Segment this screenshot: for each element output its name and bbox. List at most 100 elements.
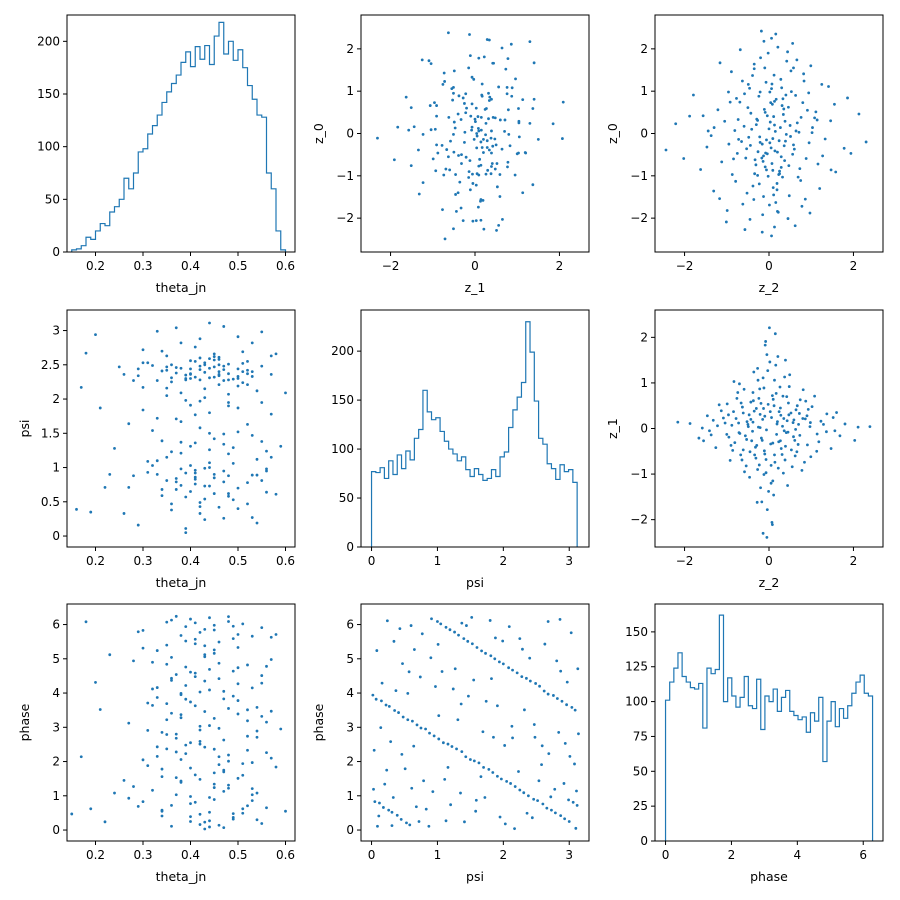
scatter-point xyxy=(436,151,440,155)
scatter-point xyxy=(440,670,444,673)
scatter-point xyxy=(697,436,701,440)
scatter-point xyxy=(473,117,477,121)
scatter-point xyxy=(741,405,744,409)
scatter-point xyxy=(108,653,112,657)
scatter-point xyxy=(531,183,535,187)
scatter-point xyxy=(165,662,169,666)
scatter-point xyxy=(541,802,545,806)
scatter-point xyxy=(174,793,178,797)
scatter-point xyxy=(155,472,159,476)
scatter-point xyxy=(784,358,787,362)
scatter-point xyxy=(174,750,178,754)
x-tick-label: 2 xyxy=(500,554,508,568)
scatter-point xyxy=(794,408,798,412)
scatter-point xyxy=(506,165,509,169)
scatter-point xyxy=(222,432,226,436)
scatter-point xyxy=(801,417,805,420)
scatter-point xyxy=(198,724,202,728)
scatter-point xyxy=(236,682,240,686)
scatter-point xyxy=(561,137,564,140)
scatter-point xyxy=(198,399,202,403)
scatter-point xyxy=(575,789,578,793)
y-tick-label: 2 xyxy=(52,392,60,406)
scatter-point xyxy=(113,791,116,795)
x-tick-label: 1 xyxy=(434,848,442,862)
scatter-point xyxy=(760,436,763,440)
scatter-point xyxy=(762,154,765,158)
scatter-point xyxy=(170,678,173,682)
scatter-point xyxy=(756,150,760,154)
scatter-point xyxy=(815,432,819,436)
y-tick-label: 100 xyxy=(331,442,354,456)
scatter-point xyxy=(479,218,483,222)
scatter-point xyxy=(429,656,433,660)
scatter-point xyxy=(769,442,773,446)
scatter-point xyxy=(781,175,784,179)
scatter-point xyxy=(736,118,740,121)
scatter-point xyxy=(265,664,268,668)
scatter-point xyxy=(775,182,779,185)
scatter-point xyxy=(274,633,278,636)
axes-frame xyxy=(654,603,884,842)
scatter-point xyxy=(447,116,451,119)
scatter-point xyxy=(492,735,495,739)
scatter-point xyxy=(443,237,447,241)
x-tick-label: 0.5 xyxy=(228,554,247,568)
plot-marks xyxy=(75,321,287,535)
scatter-point xyxy=(246,748,249,752)
scatter-point xyxy=(208,431,211,435)
scatter-point xyxy=(525,811,529,815)
scatter-point xyxy=(378,801,381,805)
scatter-point xyxy=(417,820,421,823)
scatter-point xyxy=(151,464,154,467)
scatter-point xyxy=(752,370,756,374)
scatter-point xyxy=(468,54,472,58)
scatter-point xyxy=(265,720,268,724)
scatter-point xyxy=(773,225,776,229)
scatter-point xyxy=(794,129,798,133)
scatter-point xyxy=(189,700,192,704)
scatter-point xyxy=(198,728,202,732)
scatter-point xyxy=(800,204,804,208)
scatter-point xyxy=(756,174,759,177)
scatter-point xyxy=(804,157,808,160)
scatter-point xyxy=(471,182,475,185)
scatter-point xyxy=(503,744,507,747)
scatter-point xyxy=(79,386,83,389)
scatter-point xyxy=(565,680,569,684)
scatter-point xyxy=(525,676,528,680)
scatter-point xyxy=(521,191,525,195)
scatter-point xyxy=(575,803,579,807)
scatter-point xyxy=(255,473,259,477)
scatter-point xyxy=(740,458,744,462)
scatter-point xyxy=(374,697,378,701)
x-tick-label: 0.2 xyxy=(86,259,105,273)
scatter-point xyxy=(198,505,202,508)
scatter-point xyxy=(532,723,536,726)
scatter-point xyxy=(401,662,404,665)
scatter-point xyxy=(735,96,738,100)
scatter-point xyxy=(834,170,838,174)
scatter-point xyxy=(212,771,216,775)
scatter-point xyxy=(779,447,783,450)
scatter-point xyxy=(745,438,749,441)
scatter-point xyxy=(771,137,775,140)
scatter-point xyxy=(475,132,479,135)
scatter-point xyxy=(127,721,131,725)
scatter-point xyxy=(768,410,772,414)
scatter-point xyxy=(203,655,207,659)
scatter-point xyxy=(269,354,273,358)
scatter-point xyxy=(260,822,264,825)
scatter-point xyxy=(790,465,794,469)
scatter-point xyxy=(452,227,455,231)
scatter-point xyxy=(241,381,245,385)
y-tick-label: 0 xyxy=(52,245,60,259)
scatter-point xyxy=(736,391,740,394)
scatter-point xyxy=(160,731,164,734)
scatter-point xyxy=(404,95,408,99)
scatter-point xyxy=(730,173,734,176)
scatter-point xyxy=(246,663,249,667)
scatter-point xyxy=(764,471,768,475)
scatter-point xyxy=(445,148,449,151)
scatter-point xyxy=(775,433,778,436)
